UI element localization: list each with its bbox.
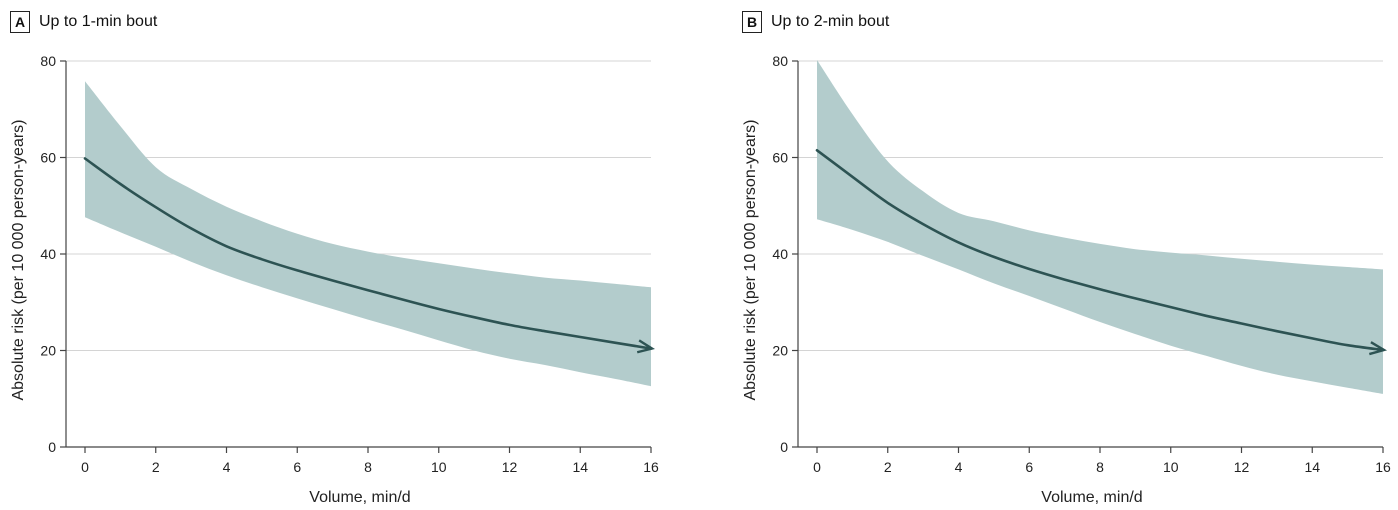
- panel-a-confidence-band: [85, 81, 651, 387]
- panel-b-y-axis-title: Absolute risk (per 10 000 person-years): [742, 119, 759, 400]
- panel-a-y-tick-label-20: 20: [40, 343, 56, 359]
- panel-a-header: A Up to 1-min bout: [10, 10, 157, 34]
- panel-b-y-tick-label-20: 20: [772, 343, 788, 359]
- panel-b-y-tick-label-40: 40: [772, 246, 788, 262]
- panel-a-x-tick-label-10: 10: [431, 459, 447, 475]
- panel-a-title: Up to 1-min bout: [39, 13, 158, 30]
- panel-a-chart: 0 20 40 60 80 0 2 4 6 8 10 12 14 16 Volume, min/d Absol…: [10, 53, 659, 506]
- panel-b-estimate-line: [815, 149, 1385, 352]
- panel-a-arrowhead: [636, 339, 656, 354]
- panel-b-x-tick-label-10: 10: [1163, 459, 1179, 475]
- panel-a-letter: A: [10, 11, 30, 33]
- panel-b-x-tick-label-16: 16: [1375, 459, 1391, 475]
- panel-a-x-tick-label-2: 2: [152, 459, 160, 475]
- panel-a-estimate-line: [83, 157, 653, 350]
- panel-b-y-tick-label-80: 80: [772, 53, 788, 69]
- panel-a-y-tick-label-40: 40: [40, 246, 56, 262]
- panel-b-x-tick-label-6: 6: [1025, 459, 1033, 475]
- panel-b-x-tick-label-8: 8: [1096, 459, 1104, 475]
- panel-b-chart: 0 20 40 60 80 0 2 4 6 8 10 12 14 16 Volume, min/d Absol…: [742, 53, 1391, 506]
- panel-a-x-tick-label-6: 6: [293, 459, 301, 475]
- panel-a: A Up to 1-min bout 0 20 40 60 80 0 2 4 6 8 10 12 14 1…: [10, 10, 659, 506]
- panel-b-x-axis-title: Volume, min/d: [1041, 489, 1142, 506]
- panel-b-y-tick-label-0: 0: [780, 439, 788, 455]
- panel-b-x-tick-label-2: 2: [884, 459, 892, 475]
- panel-a-x-tick-label-0: 0: [81, 459, 89, 475]
- panel-a-y-tick-label-0: 0: [48, 439, 56, 455]
- panel-b-title: Up to 2-min bout: [771, 13, 890, 30]
- panel-a-x-axis-title: Volume, min/d: [309, 489, 410, 506]
- panel-b: B Up to 2-min bout 0 20 40 60 80 0 2 4 6 8 10 12 14 1…: [732, 0, 1398, 510]
- panel-b-x-tick-label-4: 4: [955, 459, 963, 475]
- panel-a-x-tick-label-16: 16: [643, 459, 659, 475]
- panel-b-header: B Up to 2-min bout: [742, 10, 889, 34]
- panel-b-x-tick-label-12: 12: [1234, 459, 1250, 475]
- panel-a-x-tick-label-4: 4: [223, 459, 231, 475]
- panel-b-x-tick-label-14: 14: [1304, 459, 1320, 475]
- panel-a-y-tick-label-80: 80: [40, 53, 56, 69]
- panel-a-x-tick-label-8: 8: [364, 459, 372, 475]
- panel-b-letter: B: [742, 11, 762, 33]
- panel-b-confidence-band: [817, 60, 1383, 394]
- panel-b-arrowhead: [1368, 341, 1388, 356]
- panel-b-x-tick-label-0: 0: [813, 459, 821, 475]
- panel-a-x-tick-label-12: 12: [502, 459, 518, 475]
- panel-a-x-tick-label-14: 14: [572, 459, 588, 475]
- panel-a-y-axis-title: Absolute risk (per 10 000 person-years): [10, 119, 27, 400]
- panel-b-y-tick-label-60: 60: [772, 150, 788, 166]
- panel-a-y-tick-label-60: 60: [40, 150, 56, 166]
